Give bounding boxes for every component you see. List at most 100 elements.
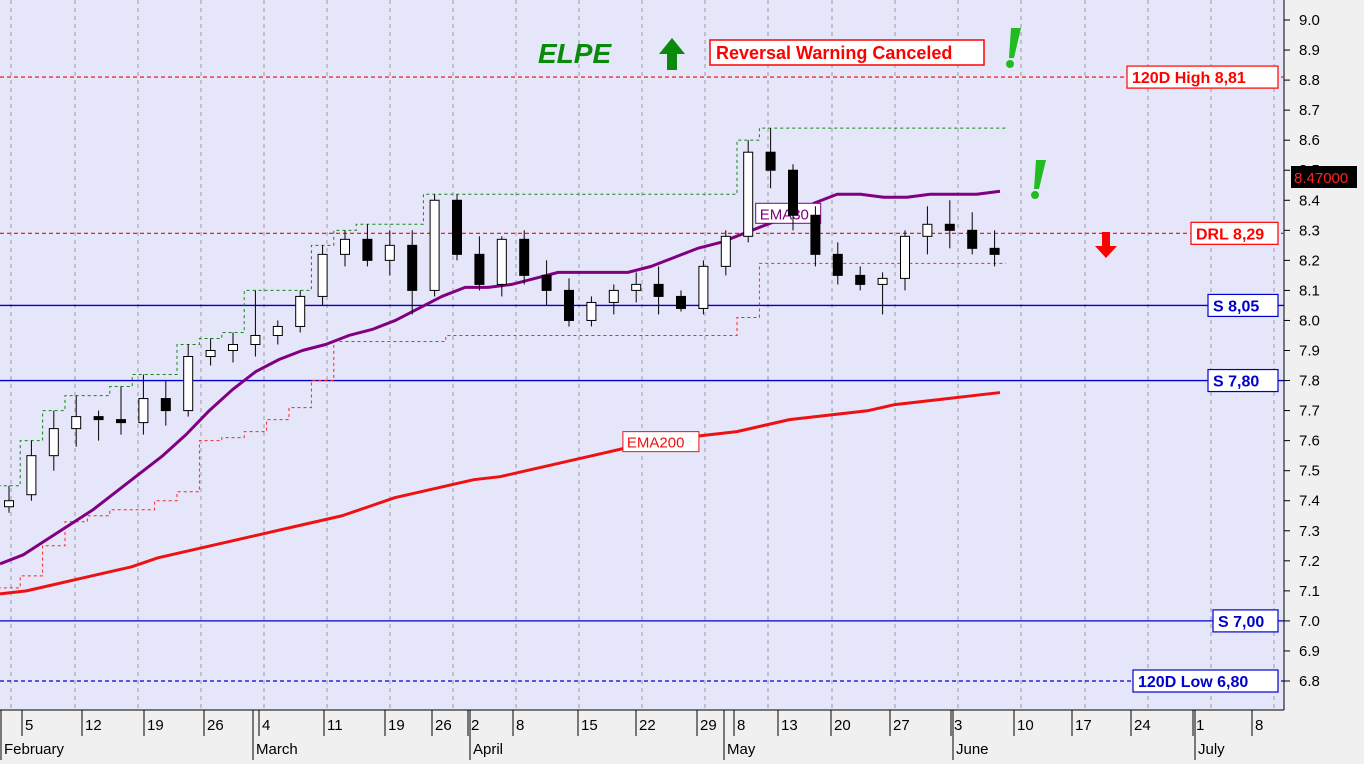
x-tick-label: 15 bbox=[581, 717, 598, 734]
level-label-box bbox=[1207, 368, 1279, 393]
x-tick-label: 24 bbox=[1134, 717, 1151, 734]
candle-body bbox=[720, 235, 731, 267]
level-label: S 8,05 bbox=[1213, 298, 1259, 315]
candle-body bbox=[183, 356, 194, 412]
y-tick-label: 8.0 bbox=[1299, 312, 1320, 329]
x-tick-label: 26 bbox=[207, 717, 224, 734]
y-tick-label: 6.8 bbox=[1299, 673, 1320, 690]
y-tick-label: 7.7 bbox=[1299, 403, 1320, 420]
y-tick-label: 7.9 bbox=[1299, 343, 1320, 360]
y-tick-label: 8.2 bbox=[1299, 252, 1320, 269]
candle-body bbox=[48, 428, 59, 457]
candle-body bbox=[295, 295, 306, 327]
candle-body bbox=[205, 350, 216, 358]
candle-body bbox=[586, 301, 597, 321]
candle-body bbox=[631, 283, 642, 291]
y-tick-label: 8.8 bbox=[1299, 72, 1320, 89]
x-tick-label: 27 bbox=[893, 717, 910, 734]
candle-body bbox=[71, 416, 82, 430]
candle-body bbox=[429, 199, 440, 291]
level-label: DRL 8,29 bbox=[1196, 226, 1264, 243]
y-tick-label: 8.7 bbox=[1299, 102, 1320, 119]
x-tick-label: 20 bbox=[834, 717, 851, 734]
candle-body bbox=[900, 235, 910, 279]
candle-body bbox=[810, 214, 821, 255]
y-tick-label: 8.1 bbox=[1299, 282, 1320, 299]
y-tick-label: 7.4 bbox=[1299, 493, 1320, 510]
candle-body bbox=[272, 325, 283, 336]
y-tick-label: 6.9 bbox=[1299, 643, 1320, 660]
candlesticks bbox=[4, 128, 1000, 513]
level-label-box bbox=[1212, 609, 1279, 633]
x-tick-label: 26 bbox=[435, 717, 452, 734]
y-tick-label: 7.3 bbox=[1299, 523, 1320, 540]
candle-body bbox=[944, 223, 955, 231]
level-label: S 7,00 bbox=[1218, 614, 1264, 631]
candle-body bbox=[228, 343, 238, 351]
x-tick-label: 12 bbox=[85, 717, 102, 734]
x-tick-label: 22 bbox=[639, 717, 656, 734]
month-label: February bbox=[4, 741, 65, 758]
candle-body bbox=[317, 253, 328, 297]
candle-body bbox=[653, 283, 664, 297]
series-line bbox=[0, 391, 1001, 596]
trailing-stop-lines bbox=[0, 127, 1006, 589]
x-tick-label: 2 bbox=[471, 717, 479, 734]
x-tick-label: 13 bbox=[781, 717, 798, 734]
y-tick-label: 8.9 bbox=[1299, 42, 1320, 59]
exclamation-icon bbox=[1006, 28, 1021, 68]
candle-body bbox=[452, 199, 462, 255]
chart-title: ELPE bbox=[538, 38, 612, 69]
y-tick-label: 7.2 bbox=[1299, 553, 1320, 570]
exclamation-icon bbox=[1031, 160, 1046, 199]
y-tick-label: 7.6 bbox=[1299, 433, 1320, 450]
x-tick-label: 4 bbox=[262, 717, 270, 734]
y-tick-label: 7.8 bbox=[1299, 373, 1320, 390]
level-label-box bbox=[1207, 293, 1279, 318]
up-arrow-icon bbox=[659, 38, 685, 70]
level-label-box bbox=[1126, 65, 1279, 89]
price-axis-background bbox=[1284, 0, 1364, 764]
date-axis-ticks: 5 12 19 26 4 11 19 26 2 8 15 22 29 8 13 20 27 3 10 17 24 1 8 bbox=[21, 710, 1263, 736]
x-tick-label: 8 bbox=[1255, 717, 1263, 734]
candle-body bbox=[967, 229, 978, 249]
month-label: June bbox=[956, 741, 989, 758]
candle-body bbox=[698, 265, 709, 309]
candle-body bbox=[564, 289, 574, 321]
x-tick-label: 3 bbox=[954, 717, 962, 734]
series-label-box bbox=[622, 431, 700, 453]
month-label: April bbox=[473, 741, 503, 758]
x-tick-label: 29 bbox=[700, 717, 717, 734]
month-labels: February March April May June July bbox=[0, 710, 1225, 760]
level-label-box bbox=[1132, 669, 1279, 693]
candle-body bbox=[922, 223, 933, 237]
y-tick-label: 7.1 bbox=[1299, 583, 1320, 600]
candle-body bbox=[496, 238, 507, 285]
level-label: S 7,80 bbox=[1213, 374, 1259, 391]
x-tick-label: 8 bbox=[737, 717, 745, 734]
vertical-gridlines bbox=[10, 0, 1275, 710]
candle-body bbox=[138, 398, 149, 424]
signal-box bbox=[709, 39, 985, 66]
month-label: July bbox=[1198, 741, 1225, 758]
x-tick-label: 19 bbox=[388, 717, 405, 734]
candle-body bbox=[608, 289, 619, 303]
last-price-label: 8.47000 bbox=[1294, 170, 1348, 187]
month-label: May bbox=[727, 741, 756, 758]
trailing-high-line bbox=[0, 127, 1006, 487]
x-tick-label: 10 bbox=[1017, 717, 1034, 734]
candle-body bbox=[676, 295, 686, 309]
candle-body bbox=[4, 500, 14, 508]
y-tick-label: 8.6 bbox=[1299, 132, 1320, 149]
x-tick-label: 5 bbox=[25, 717, 33, 734]
candle-body bbox=[93, 416, 104, 421]
candle-body bbox=[26, 455, 37, 496]
y-tick-label: 8.4 bbox=[1299, 192, 1320, 209]
price-ticks: 6.8 6.9 7.0 7.1 7.2 7.3 7.4 7.5 7.6 7.7 7.8 7.9 8.0 8… bbox=[1284, 12, 1320, 690]
last-price-box bbox=[1291, 166, 1357, 188]
down-arrow-icon bbox=[1095, 232, 1117, 258]
level-label: 120D Low 6,80 bbox=[1138, 674, 1248, 691]
month-label: March bbox=[256, 741, 298, 758]
candle-body bbox=[407, 244, 418, 291]
